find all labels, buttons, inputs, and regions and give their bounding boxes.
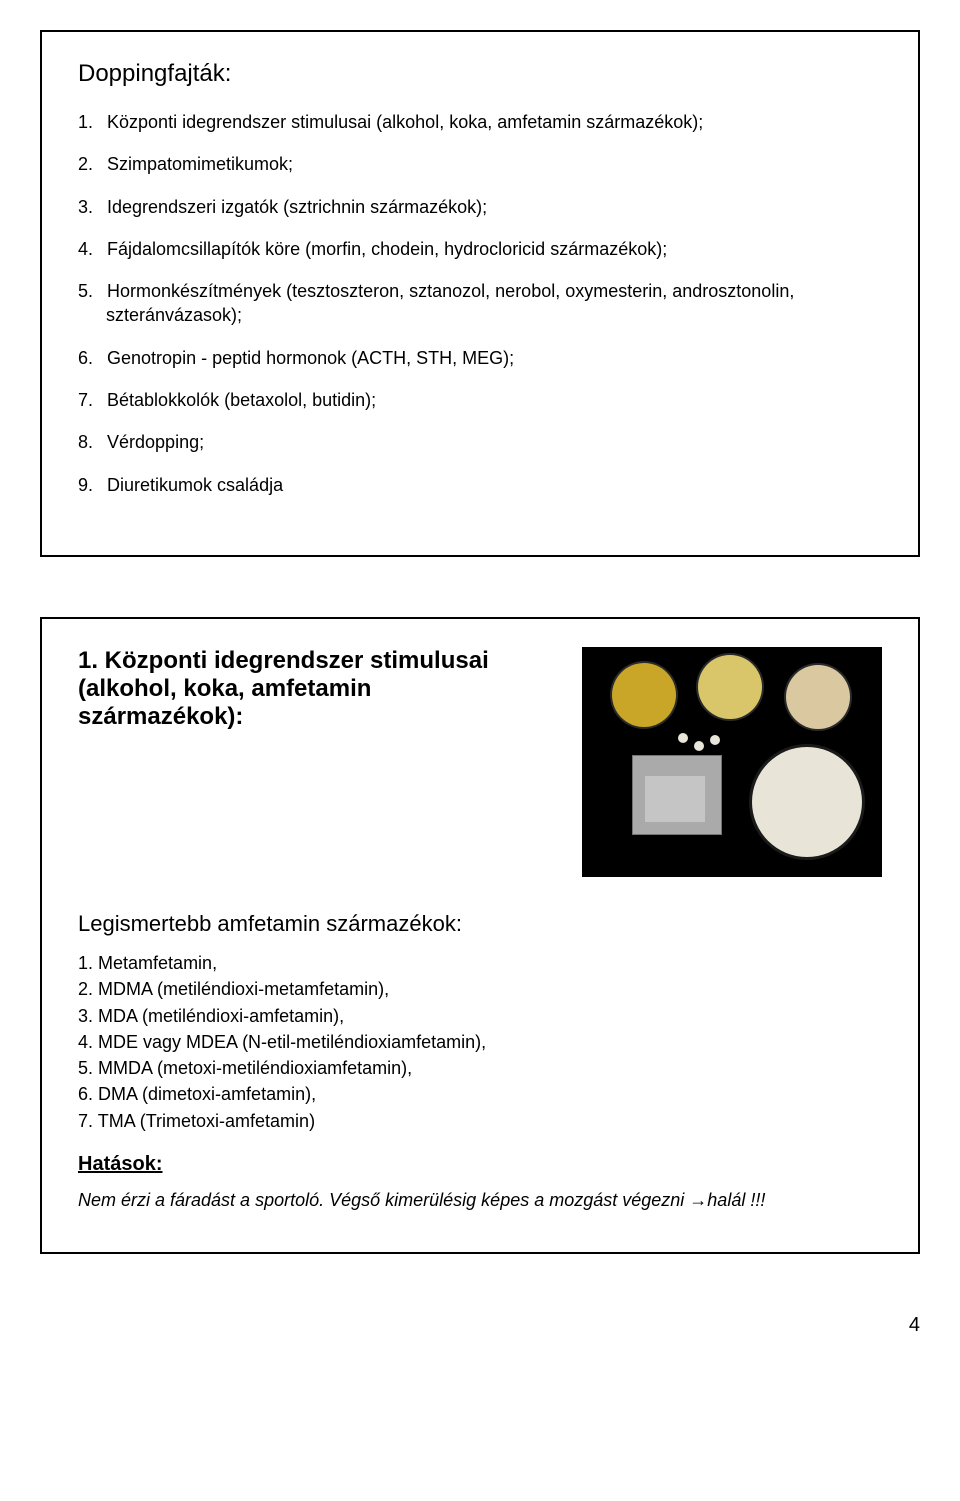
dish-icon — [752, 747, 862, 857]
effects-text: Nem érzi a fáradást a sportoló. Végső ki… — [78, 1188, 882, 1212]
item-number: 7. — [78, 1111, 93, 1131]
list-item: 6. DMA (dimetoxi-amfetamin), — [78, 1082, 882, 1106]
slide2-title-wrap: 1. Központi idegrendszer stimulusai (alk… — [78, 647, 562, 877]
item-number: 2. — [78, 979, 93, 999]
page-number: 4 — [40, 1314, 920, 1337]
item-number: 1. — [78, 110, 102, 134]
list-item: 4. Fájdalomcsillapítók köre (morfin, cho… — [78, 237, 882, 261]
slide2-subhead: Legismertebb amfetamin származékok: — [78, 911, 882, 937]
item-number: 9. — [78, 473, 102, 497]
item-text: MDA (metiléndioxi-amfetamin), — [98, 1006, 344, 1026]
list-item: 7. TMA (Trimetoxi-amfetamin) — [78, 1109, 882, 1133]
slide2-header-row: 1. Központi idegrendszer stimulusai (alk… — [78, 647, 882, 877]
bag-icon — [632, 755, 722, 835]
effects-label: Hatások: — [78, 1153, 882, 1176]
list-item: 3. Idegrendszeri izgatók (sztrichnin szá… — [78, 195, 882, 219]
item-number: 3. — [78, 1006, 93, 1026]
slide2-title: 1. Központi idegrendszer stimulusai (alk… — [78, 647, 538, 731]
item-text: Metamfetamin, — [98, 953, 217, 973]
list-item: 3. MDA (metiléndioxi-amfetamin), — [78, 1004, 882, 1028]
drug-photo — [582, 647, 882, 877]
item-text: DMA (dimetoxi-amfetamin), — [98, 1084, 316, 1104]
list-item: 1. Központi idegrendszer stimulusai (alk… — [78, 110, 882, 134]
item-number: 8. — [78, 430, 102, 454]
list-item: 7. Bétablokkolók (betaxolol, butidin); — [78, 388, 882, 412]
list-item: 4. MDE vagy MDEA (N-etil-metiléndioxiamf… — [78, 1030, 882, 1054]
item-text: Központi idegrendszer stimulusai (alkoho… — [107, 112, 703, 132]
item-text: Bétablokkolók (betaxolol, butidin); — [107, 390, 376, 410]
item-text: Szimpatomimetikumok; — [107, 154, 293, 174]
item-number: 3. — [78, 195, 102, 219]
item-number: 4. — [78, 1032, 93, 1052]
item-text: MDE vagy MDEA (N-etil-metiléndioxiamfeta… — [98, 1032, 486, 1052]
list-item: 9. Diuretikumok családja — [78, 473, 882, 497]
dish-icon — [786, 665, 850, 729]
item-number: 6. — [78, 346, 102, 370]
item-number: 2. — [78, 152, 102, 176]
item-number: 4. — [78, 237, 102, 261]
dish-icon — [612, 663, 676, 727]
list-item: 2. MDMA (metiléndioxi-metamfetamin), — [78, 977, 882, 1001]
list-item: 5. Hormonkészítmények (tesztoszteron, sz… — [78, 279, 882, 328]
item-number: 5. — [78, 1058, 93, 1078]
item-text: Diuretikumok családja — [107, 475, 283, 495]
item-text: TMA (Trimetoxi-amfetamin) — [98, 1111, 315, 1131]
list-item: 5. MMDA (metoxi-metiléndioxiamfetamin), — [78, 1056, 882, 1080]
item-number: 1. — [78, 953, 93, 973]
list-item: 6. Genotropin - peptid hormonok (ACTH, S… — [78, 346, 882, 370]
item-text: Idegrendszeri izgatók (sztrichnin szárma… — [107, 197, 487, 217]
item-text: Fájdalomcsillapítók köre (morfin, chodei… — [107, 239, 667, 259]
list-item: 8. Vérdopping; — [78, 430, 882, 454]
item-number: 5. — [78, 279, 102, 303]
pill-icon — [694, 741, 704, 751]
dish-icon — [698, 655, 762, 719]
item-text: Hormonkészítmények (tesztoszteron, sztan… — [106, 281, 794, 325]
slide1-title: Doppingfajták: — [78, 60, 882, 88]
list-item: 1. Metamfetamin, — [78, 951, 882, 975]
item-text: Genotropin - peptid hormonok (ACTH, STH,… — [107, 348, 514, 368]
item-text: MMDA (metoxi-metiléndioxiamfetamin), — [98, 1058, 412, 1078]
pill-icon — [710, 735, 720, 745]
slide-1: Doppingfajták: 1. Központi idegrendszer … — [40, 30, 920, 557]
item-number: 6. — [78, 1084, 93, 1104]
pill-icon — [678, 733, 688, 743]
item-text: Vérdopping; — [107, 432, 204, 452]
item-text: MDMA (metiléndioxi-metamfetamin), — [98, 979, 389, 999]
slide-2: 1. Központi idegrendszer stimulusai (alk… — [40, 617, 920, 1254]
item-number: 7. — [78, 388, 102, 412]
list-item: 2. Szimpatomimetikumok; — [78, 152, 882, 176]
